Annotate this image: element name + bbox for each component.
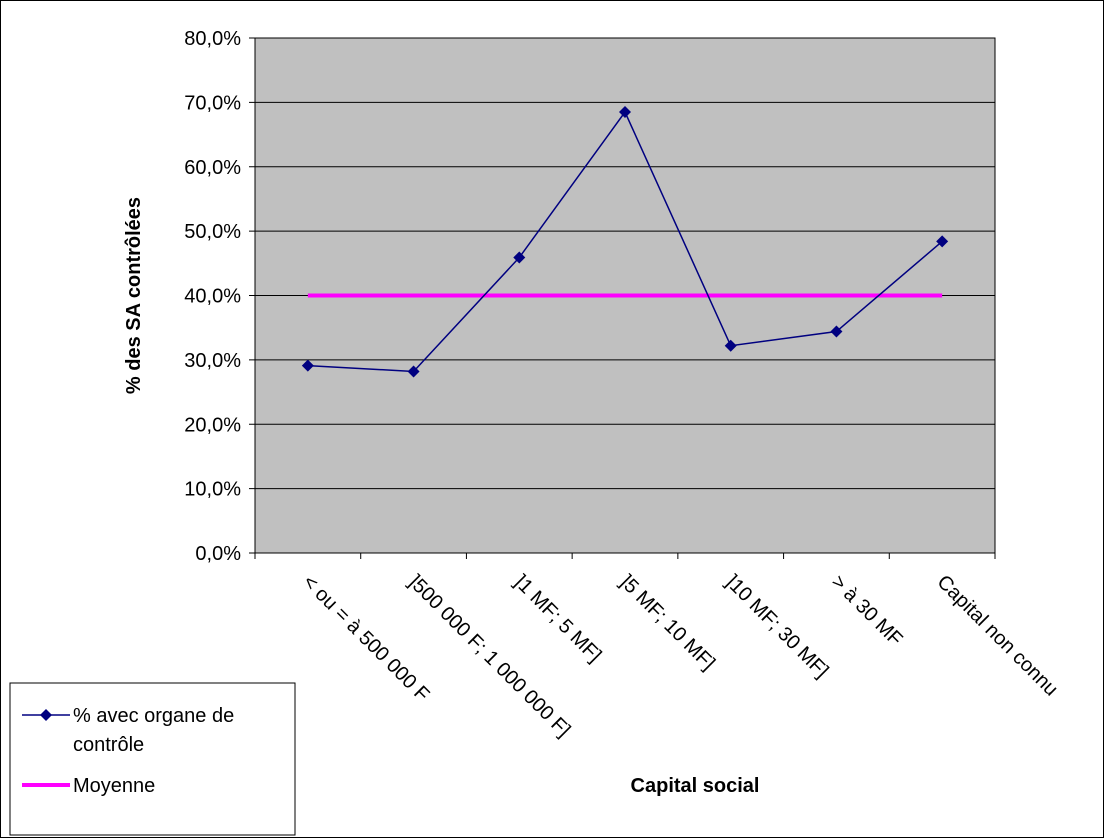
- legend-entry-series-2: Moyenne: [22, 775, 155, 797]
- legend-marker-diamond: [40, 709, 52, 721]
- legend-label-1-line-1: % avec organe de: [73, 705, 234, 727]
- legend-box: [9, 682, 296, 836]
- data-point: [724, 339, 737, 352]
- y-tick-label: 0,0%: [195, 543, 241, 565]
- series: [301, 106, 949, 378]
- x-axis-title: Capital social: [631, 775, 760, 797]
- y-axis-title: % des SA contrôlées: [123, 197, 145, 394]
- y-tick-label: 70,0%: [184, 92, 241, 114]
- y-tick-label: 20,0%: [184, 414, 241, 436]
- y-tick-label: 50,0%: [184, 221, 241, 243]
- legend-label-2: Moyenne: [73, 775, 155, 797]
- data-point: [619, 106, 631, 119]
- legend-entry-series-1: % avec organe de contrôle: [22, 705, 234, 756]
- y-tick-labels: 0,0% 10,0% 20,0% 30,0% 40,0% 50,0% 60,0% 70,0% 8…: [184, 28, 241, 565]
- y-tick-label: 40,0%: [184, 286, 241, 308]
- y-tick-label: 60,0%: [184, 157, 241, 179]
- data-point: [513, 251, 526, 264]
- plot-border: [254, 37, 996, 554]
- axes: [254, 37, 996, 559]
- y-tick-label: 10,0%: [184, 479, 241, 501]
- data-point: [407, 365, 420, 378]
- data-point: [301, 359, 314, 372]
- data-point: [936, 235, 949, 248]
- data-point: [830, 325, 843, 338]
- legend: % avec organe de contrôle Moyenne: [9, 682, 296, 836]
- legend-label-1-line-2: contrôle: [73, 734, 144, 756]
- y-tick-label: 80,0%: [184, 28, 241, 50]
- y-tick-label: 30,0%: [184, 350, 241, 372]
